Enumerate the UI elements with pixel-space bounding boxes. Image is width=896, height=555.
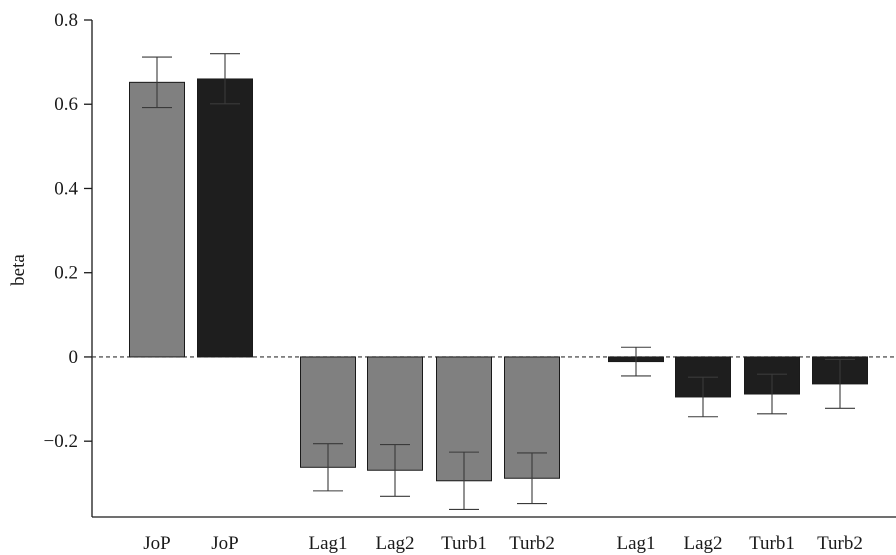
y-axis: −0.2 0 0.2 0.4 0.6 0.8 bbox=[44, 10, 93, 517]
error-bar bbox=[688, 376, 718, 418]
category-labels: JoP JoP Lag1 Lag2 Turb1 Turb2 Lag1 Lag2 Turb1 Tur… bbox=[143, 533, 863, 554]
y-tick-label: 0 bbox=[69, 347, 79, 368]
x-category-label: JoP bbox=[143, 533, 170, 554]
bar bbox=[197, 78, 253, 358]
x-category-label: Lag1 bbox=[616, 533, 655, 554]
error-bar bbox=[517, 452, 547, 505]
bars-group bbox=[129, 53, 868, 510]
x-category-label: Lag2 bbox=[683, 533, 722, 554]
x-category-label: Turb2 bbox=[817, 533, 863, 554]
error-bar bbox=[313, 443, 343, 492]
y-tick-label: −0.2 bbox=[44, 431, 78, 452]
y-axis-label: beta bbox=[8, 254, 29, 286]
y-tick-label: 0.6 bbox=[54, 94, 78, 115]
error-bar bbox=[210, 53, 240, 105]
error-bar bbox=[449, 451, 479, 510]
error-bar bbox=[621, 346, 651, 377]
x-category-label: Turb1 bbox=[749, 533, 795, 554]
x-category-label: Turb2 bbox=[509, 533, 555, 554]
y-tick-label: 0.4 bbox=[54, 178, 78, 199]
x-category-label: Lag2 bbox=[375, 533, 414, 554]
y-tick-label: 0.2 bbox=[54, 263, 78, 284]
y-tick-label: 0.8 bbox=[54, 10, 78, 31]
error-bar bbox=[757, 373, 787, 415]
x-category-label: Turb1 bbox=[441, 533, 487, 554]
x-category-label: JoP bbox=[211, 533, 238, 554]
bar bbox=[129, 81, 185, 358]
error-bar bbox=[142, 56, 172, 109]
x-category-label: Lag1 bbox=[308, 533, 347, 554]
error-bar bbox=[825, 358, 855, 409]
error-bar bbox=[380, 444, 410, 497]
